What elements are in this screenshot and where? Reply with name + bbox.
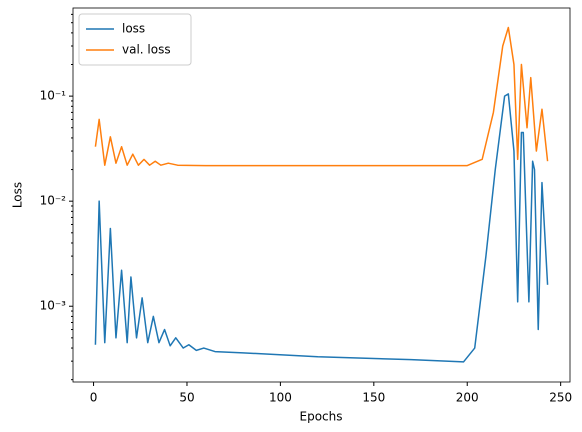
legend-label: loss <box>122 22 145 36</box>
y-tick-label: 10⁻¹ <box>40 89 67 103</box>
x-tick-label: 0 <box>90 391 98 405</box>
x-tick-label: 200 <box>456 391 479 405</box>
x-tick-label: 250 <box>549 391 572 405</box>
x-tick-label: 150 <box>362 391 385 405</box>
y-tick-label: 10⁻³ <box>40 299 67 313</box>
x-tick-label: 50 <box>179 391 194 405</box>
x-tick-label: 100 <box>269 391 292 405</box>
series-line <box>94 93 549 363</box>
y-axis-label: Loss <box>11 182 25 208</box>
plot-frame <box>72 7 571 383</box>
y-tick-label: 10⁻² <box>40 194 67 208</box>
legend-label: val. loss <box>122 43 171 57</box>
legend-box <box>78 13 192 66</box>
x-axis-label: Epochs <box>300 410 343 424</box>
series-line <box>94 26 549 167</box>
